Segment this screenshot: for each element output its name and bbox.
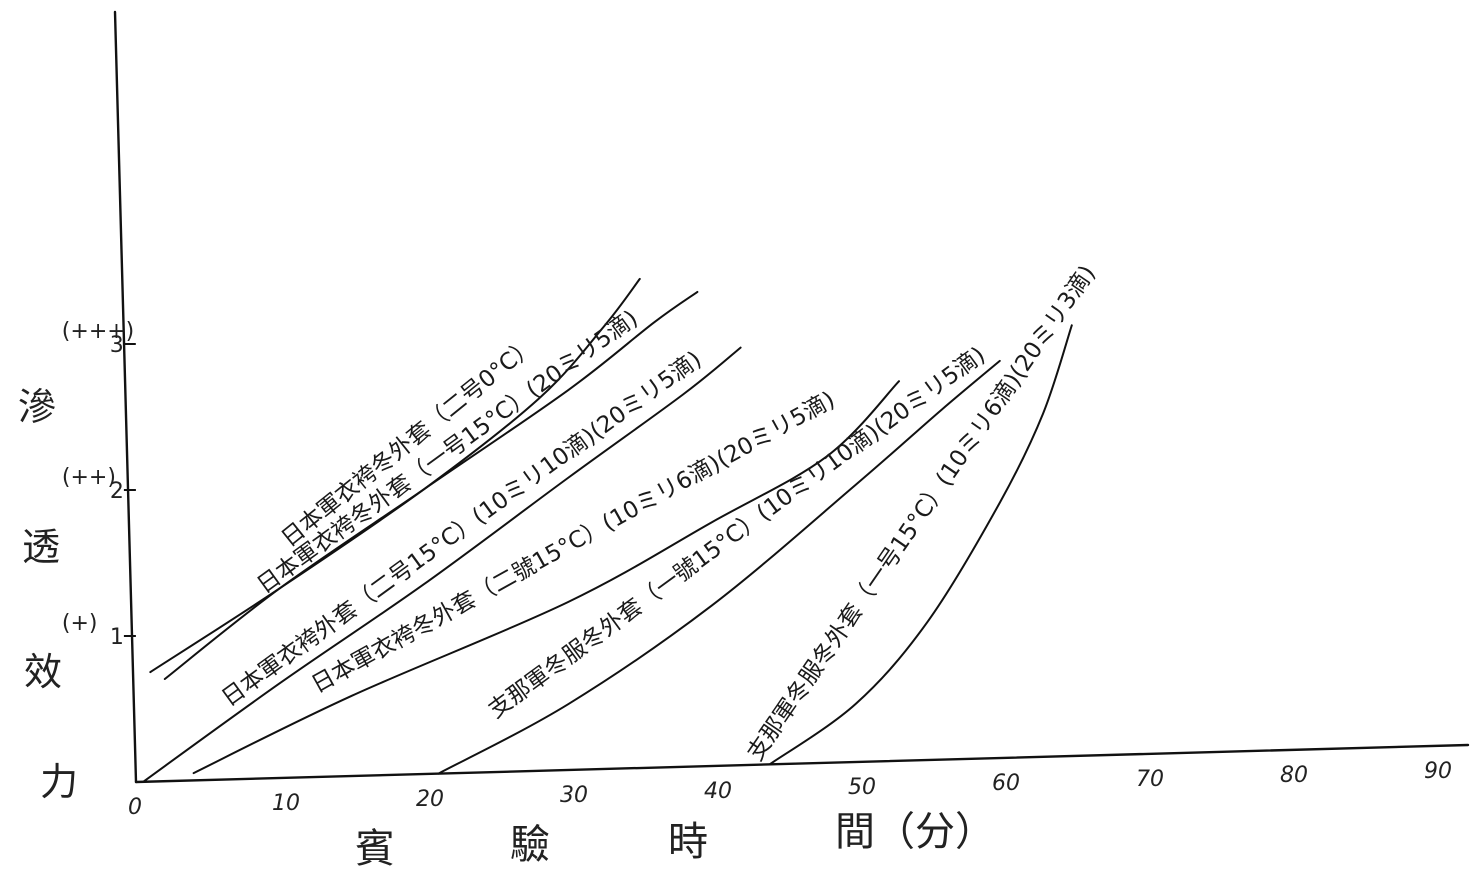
curve-label-1: 日本軍衣袴冬外套（二号0°C） — [277, 333, 541, 553]
curve-series-3 — [142, 346, 742, 783]
y-axis-label-char-3: 效 — [24, 650, 62, 694]
x-tick-label-90: 90 — [1424, 759, 1452, 784]
y-tick-number-3: 3 — [110, 333, 124, 358]
y-tick-mark-label-3: (+++) — [62, 319, 134, 344]
curve-series-5 — [437, 359, 1001, 775]
x-tick-label-0: 0 — [128, 795, 142, 820]
curves-layer — [142, 277, 1073, 783]
y-tick-mark-label-2: (++) — [62, 465, 116, 490]
curve-series-6 — [768, 324, 1073, 766]
x-ticks-layer: 0 10 20 30 40 50 60 70 80 90 — [128, 759, 1452, 820]
x-tick-label-80: 80 — [1280, 763, 1308, 788]
x-tick-label-70: 70 — [1136, 767, 1164, 792]
y-axis-line — [113, 10, 138, 784]
y-tick-number-1: 1 — [110, 625, 124, 650]
x-tick-label-60: 60 — [992, 771, 1020, 796]
curve-series-4 — [192, 380, 900, 775]
x-axis-label-char-3: 時 — [668, 819, 708, 865]
y-axis-label-char-1: 滲 — [18, 385, 56, 429]
x-axis-label-char-2: 驗 — [510, 822, 550, 868]
x-axis-line — [134, 743, 1470, 784]
curve-series-2 — [163, 290, 699, 680]
x-tick-label-30: 30 — [560, 783, 588, 808]
y-axis-label-char-4: 力 — [40, 760, 78, 804]
y-axis-label-char-2: 透 — [22, 525, 60, 569]
curve-labels-layer: 日本軍衣袴冬外套（二号0°C）日本軍衣袴冬外套（一号15°C）(20ミリ5滴)日… — [217, 261, 1101, 766]
curve-label-6: 支那軍冬服冬外套（一号15°C）(10ミリ6滴)(20ミリ3滴) — [743, 261, 1101, 766]
x-tick-label-40: 40 — [704, 779, 732, 804]
x-tick-label-50: 50 — [848, 775, 876, 800]
y-tick-number-2: 2 — [110, 479, 124, 504]
x-tick-label-10: 10 — [272, 791, 300, 816]
y-tick-mark-label-1: (+) — [62, 611, 98, 636]
x-axis-label-char-4: 間（分） — [835, 809, 995, 855]
x-axis-label-char-1: 賓 — [355, 826, 395, 872]
x-tick-label-20: 20 — [416, 787, 444, 812]
y-ticks-layer: (+) 1 (++)2 (+++)3 — [62, 319, 136, 650]
